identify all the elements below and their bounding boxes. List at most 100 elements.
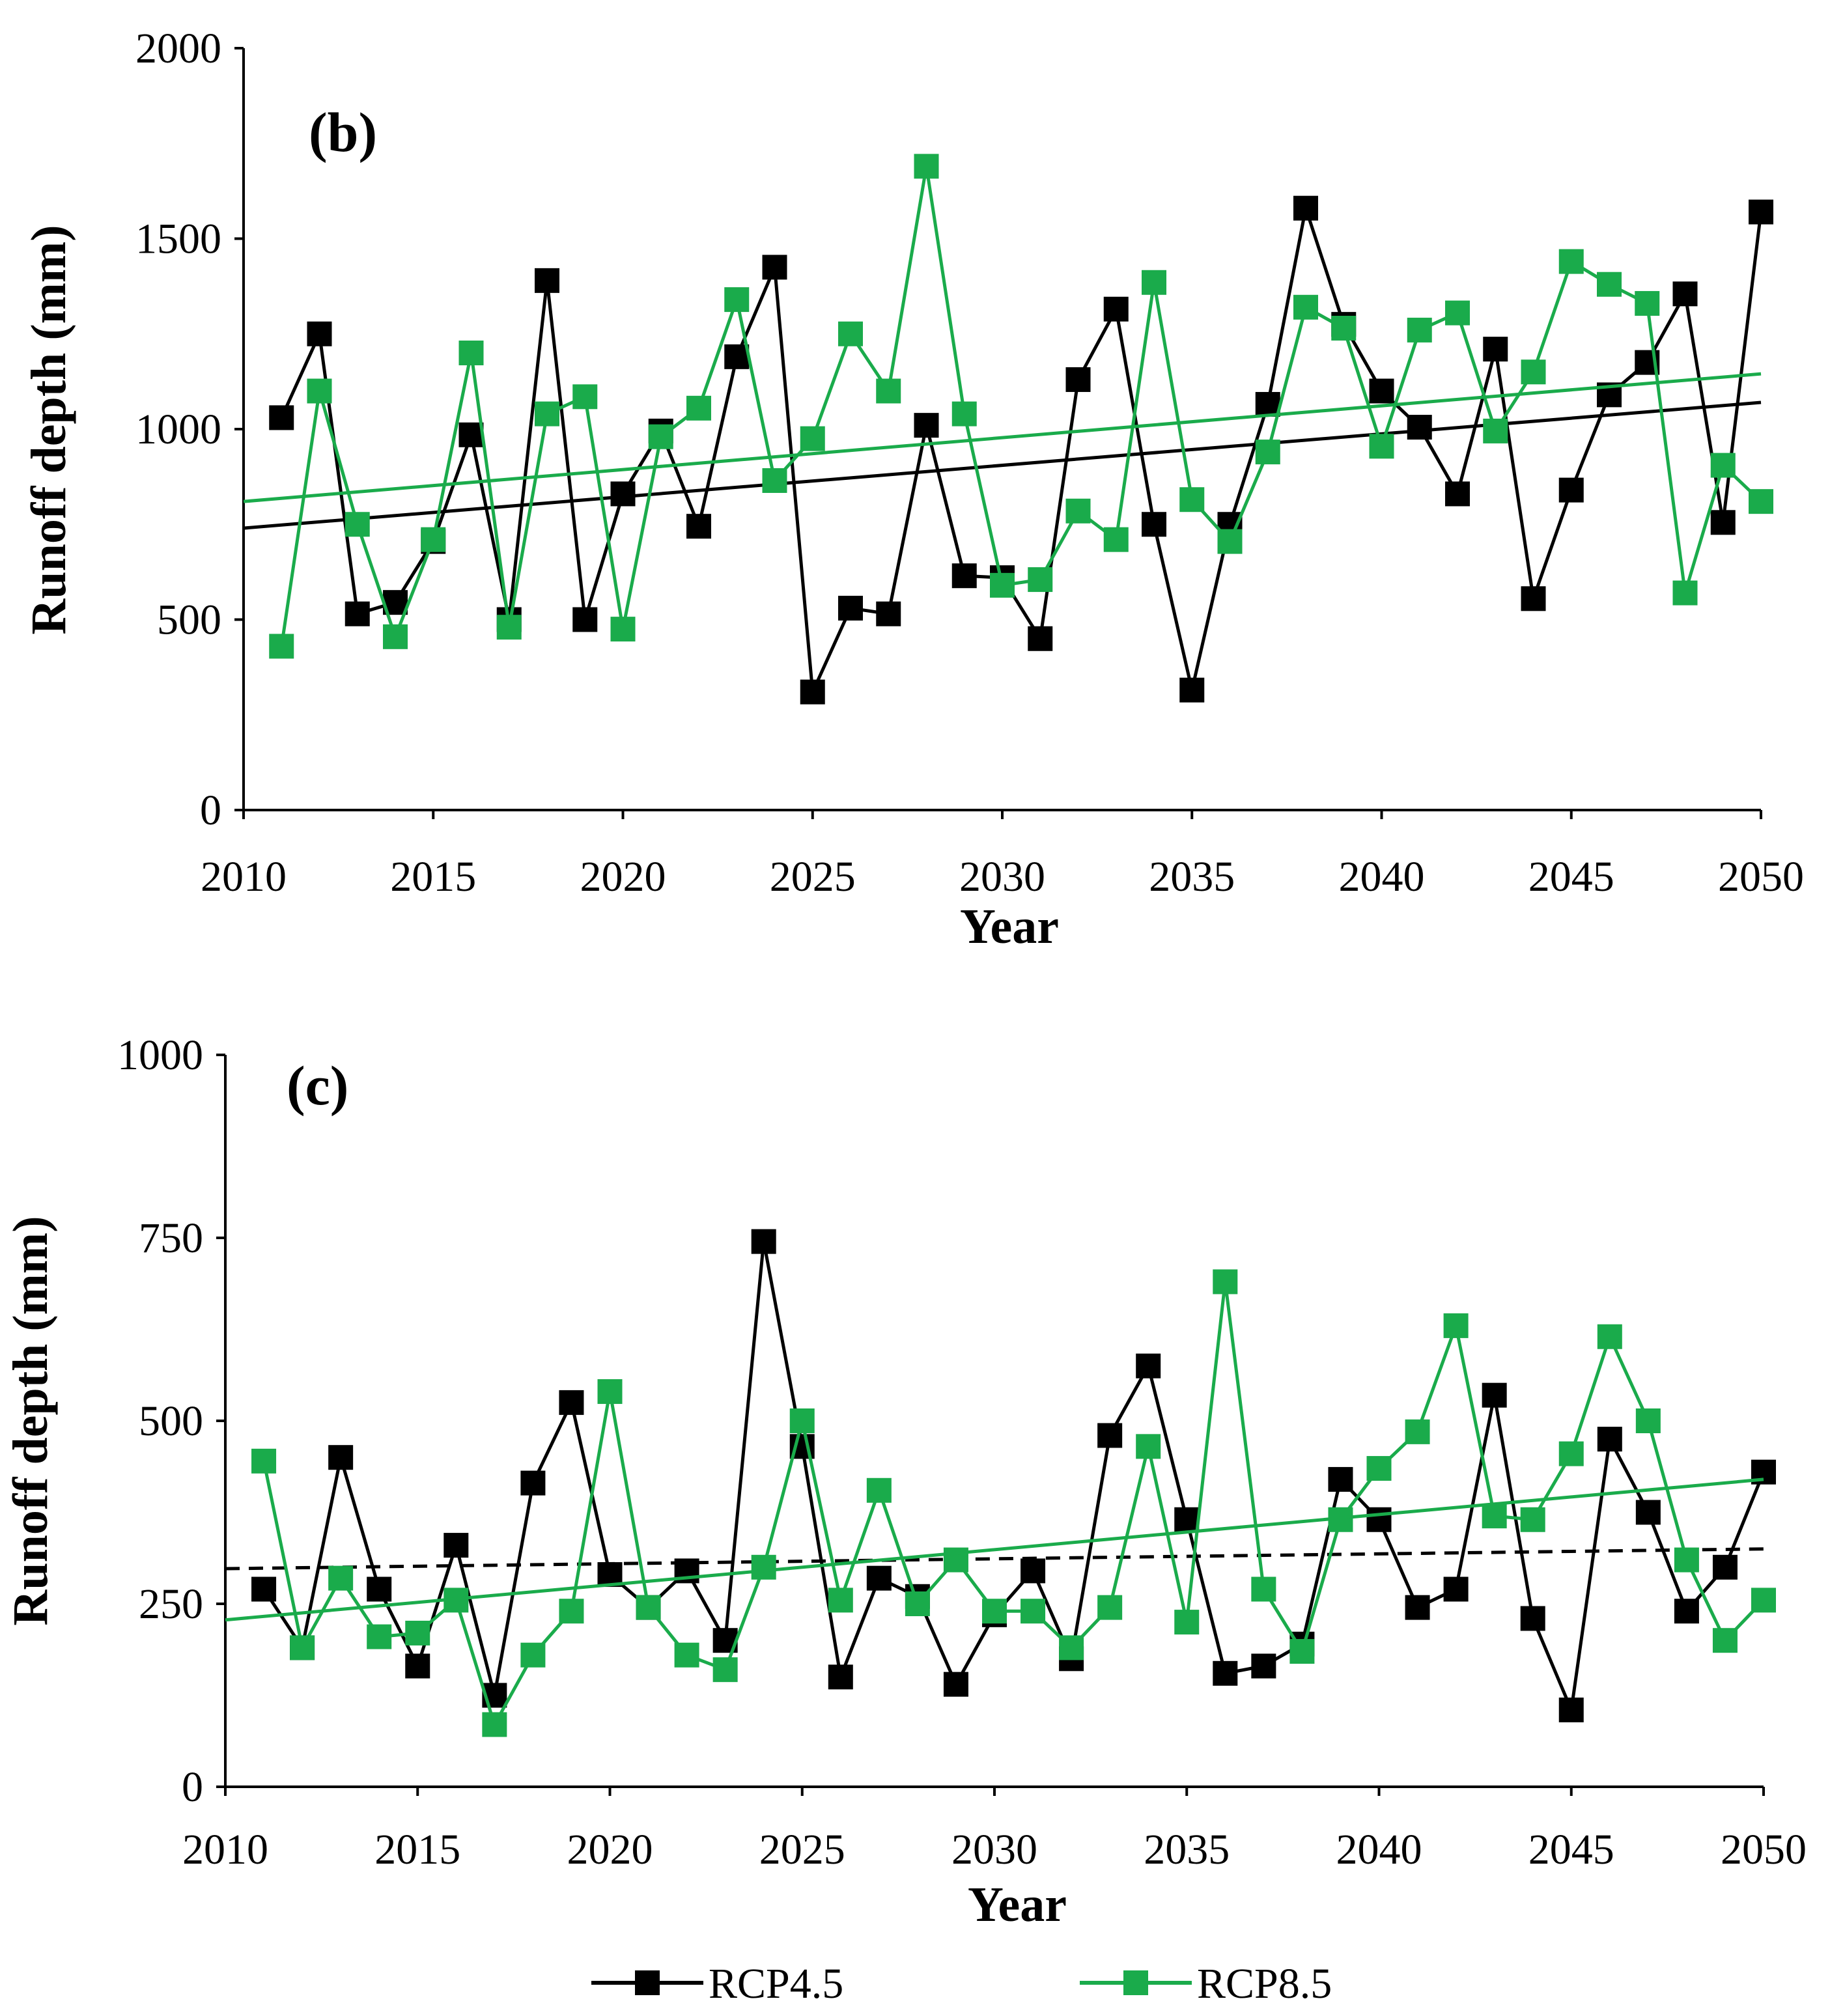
data-point-rcp85 [905,1591,930,1616]
data-point-rcp45 [751,1229,776,1254]
data-point-rcp85 [1558,249,1584,274]
data-point-rcp45 [866,1565,892,1591]
data-point-rcp45 [1251,1653,1276,1679]
series-line-rcp45 [262,1241,1766,1716]
data-point-rcp45 [1558,477,1584,503]
data-point-rcp85 [1366,1456,1392,1481]
data-point-rcp45 [559,1390,584,1415]
data-point-rcp45 [535,268,559,293]
x-tick-label: 2030 [951,1826,1037,1873]
data-point-rcp85 [876,378,901,404]
data-point-rcp85 [1021,1599,1046,1624]
x-tick-label: 2015 [390,853,476,901]
data-point-rcp45 [458,422,484,447]
panel-b-chart: (b) Year Runoff depth (mm) 0 500 1000 1500 2… [21,25,1804,954]
y-tick-label: 1000 [117,1031,203,1079]
data-point-rcp45 [914,413,939,438]
data-point-rcp45 [1021,1558,1046,1584]
data-point-rcp85 [307,378,332,404]
data-point-rcp45 [1520,1606,1545,1631]
y-tick-label: 250 [139,1580,203,1628]
data-point-rcp85 [496,615,522,640]
data-point-rcp45 [610,481,636,507]
x-tick-label: 2045 [1528,1826,1614,1873]
data-point-rcp45 [572,607,598,632]
data-point-rcp45 [1405,1595,1430,1620]
data-point-rcp85 [1174,1610,1200,1635]
data-point-rcp85 [1445,300,1470,326]
data-point-rcp85 [1520,1507,1545,1532]
data-point-rcp45 [367,1576,392,1602]
legend-rcp85-label: RCP8.5 [1197,1960,1332,2008]
series-line-rcp45 [280,201,1763,699]
data-point-rcp45 [838,595,863,621]
data-point-rcp85 [951,401,977,427]
data-point-rcp85 [686,395,711,421]
data-point-rcp45 [1445,481,1470,507]
y-tick-label: 750 [139,1214,203,1262]
data-point-rcp85 [751,1554,776,1580]
y-tick-label: 0 [200,787,221,834]
x-tick-label: 2020 [567,1826,653,1873]
data-point-rcp85 [1251,1576,1276,1602]
y-tick-label: 1500 [135,216,221,263]
data-point-rcp85 [290,1635,315,1660]
data-point-rcp45 [1712,1554,1738,1580]
data-point-rcp45 [251,1576,277,1602]
data-point-rcp85 [1712,1628,1738,1653]
data-point-rcp85 [636,1595,661,1620]
x-tick-label: 2020 [580,853,666,901]
data-point-rcp85 [1103,527,1129,552]
panel-c-chart: (c) Year Runoff depth (mm) 0 250 500 750 100… [3,1031,1807,1932]
data-point-rcp85 [1255,440,1280,465]
data-point-rcp85 [1331,315,1357,341]
data-point-rcp85 [367,1624,392,1649]
data-point-rcp45 [1065,367,1091,392]
data-point-rcp85 [789,1408,815,1433]
data-point-rcp45 [1710,510,1736,535]
y-axis-title-c: Runoff depth (mm) [3,1216,58,1625]
data-point-rcp45 [1597,1427,1622,1452]
data-point-rcp85 [1635,1408,1661,1433]
panel-label-c: (c) [287,1054,348,1117]
data-point-rcp85 [251,1448,277,1474]
data-point-rcp85 [1443,1313,1469,1338]
x-tick-label: 2045 [1528,853,1614,901]
x-tick-label: 2025 [759,1826,845,1873]
data-point-rcp85 [1558,1441,1584,1466]
data-point-rcp45 [1028,626,1053,651]
data-point-rcp85 [866,1477,892,1503]
data-point-rcp85 [648,424,673,449]
data-point-rcp45 [724,344,750,369]
data-point-rcp85 [1136,1434,1161,1459]
data-point-rcp45 [1103,296,1129,322]
data-point-rcp85 [1065,498,1091,524]
data-point-rcp85 [1674,1547,1699,1573]
data-point-rcp45 [1482,1382,1507,1408]
x-tick-label: 2035 [1149,853,1235,901]
data-point-rcp45 [1328,1466,1353,1492]
data-point-rcp85 [1289,1639,1315,1664]
data-point-rcp85 [328,1565,354,1591]
data-point-rcp45 [943,1672,968,1697]
data-point-rcp85 [762,468,787,493]
data-point-rcp45 [1672,281,1698,307]
data-point-rcp45 [828,1664,853,1690]
data-point-rcp45 [1558,1697,1584,1722]
data-point-rcp45 [876,601,901,626]
data-point-rcp45 [1749,199,1773,225]
data-point-rcp45 [307,321,332,346]
data-point-rcp45 [1255,391,1280,417]
data-point-rcp45 [1407,415,1432,440]
data-point-rcp85 [914,154,939,179]
series-line-rcp85 [262,1281,1765,1729]
x-tick-label: 2040 [1336,1826,1422,1873]
data-point-rcp45 [1179,677,1205,703]
data-point-rcp85 [838,321,863,346]
data-point-rcp85 [1097,1595,1123,1620]
x-tick-label: 2015 [374,1826,460,1873]
data-point-rcp45 [762,255,787,280]
data-point-rcp85 [1407,317,1432,343]
data-point-rcp85 [1749,489,1773,514]
data-point-rcp85 [1217,529,1243,554]
